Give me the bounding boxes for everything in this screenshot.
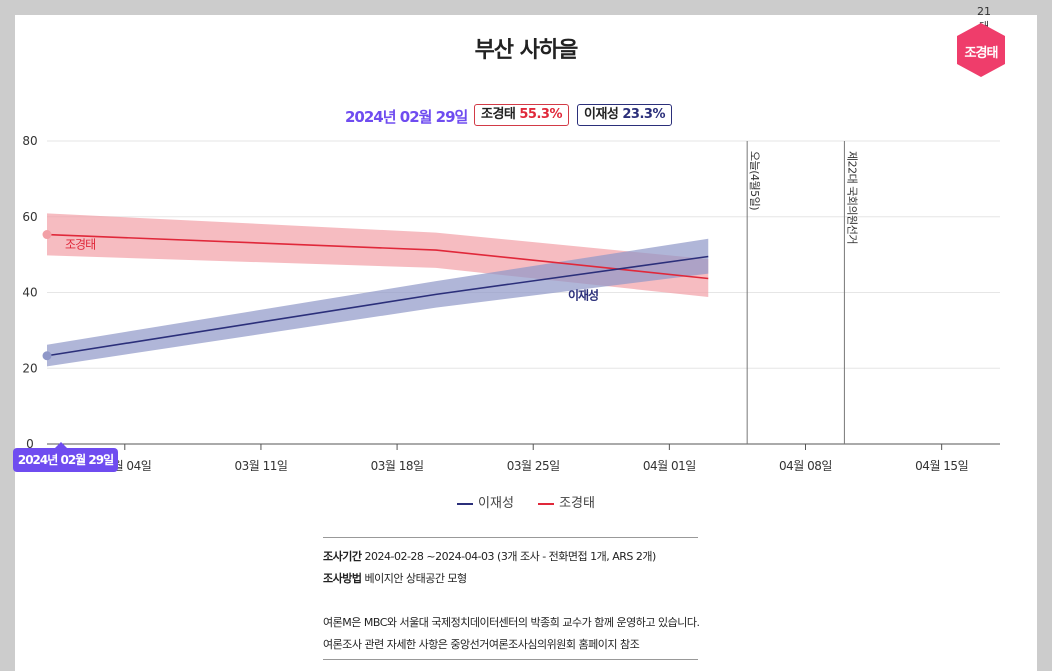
x-tick-label: 03월 11일 [234, 459, 287, 473]
legend-item-jo[interactable]: 조경태 [538, 492, 595, 511]
date-tooltip: 2024년 02월 29일 [13, 442, 118, 472]
x-tick-label: 04월 01일 [643, 459, 696, 473]
winner-badge-name: 조경태 [964, 46, 999, 61]
notes-bottom-divider [323, 659, 698, 660]
survey-method-label: 조사방법 [323, 572, 362, 585]
y-tick-label: 80 [22, 134, 37, 148]
survey-period-value: 2024-02-28 ~2024-04-03 (3개 조사 - 전화면접 1개,… [364, 550, 656, 563]
operator-note: 여론M은 MBC와 서울대 국제정치데이터센터의 박종희 교수가 함께 운영하고… [323, 616, 700, 629]
y-tick-label: 20 [22, 361, 37, 375]
y-tick-label: 0 [26, 437, 34, 451]
survey-method: 조사방법 베이지안 상태공간 모형 [323, 570, 467, 586]
x-tick-label: 04월 15일 [915, 459, 968, 473]
candidate-box-lee: 이재성 23.3% [577, 104, 672, 126]
candidate-pct: 23.3% [622, 107, 665, 122]
candidate-name: 조경태 [481, 107, 516, 122]
reference-note: 여론조사 관련 자세한 사항은 중앙선거여론조사심의위원회 홈페이지 참조 [323, 638, 640, 651]
legend-label: 이재성 [478, 496, 514, 511]
x-tick-label: 03월 25일 [507, 459, 560, 473]
survey-period-label: 조사기간 [323, 550, 362, 563]
winner-hexagon-icon [957, 23, 1005, 77]
series-point [42, 351, 52, 361]
series-label: 이재성 [568, 287, 598, 302]
candidate-pct: 55.3% [519, 107, 562, 122]
series-point [42, 230, 52, 240]
annotation-label: 제22대 국회의원선거 [845, 151, 858, 244]
annotation-label: 오늘(4월5일) [748, 151, 762, 210]
y-tick-label: 40 [22, 286, 37, 300]
x-tick-label: 03월 18일 [371, 459, 424, 473]
legend-label: 조경태 [559, 496, 595, 511]
selected-date: 2024년 02월 29일 [345, 108, 468, 126]
confidence-band [47, 238, 709, 367]
y-tick-label: 60 [22, 210, 37, 224]
legend-line-icon [457, 502, 474, 505]
page-title: 부산 사하을 [474, 38, 579, 63]
chart-legend: 이재성 조경태 [0, 492, 1052, 511]
survey-method-value: 베이지안 상태공간 모형 [364, 572, 467, 585]
survey-period: 조사기간 2024-02-28 ~2024-04-03 (3개 조사 - 전화면… [323, 548, 656, 564]
candidate-name: 이재성 [584, 107, 619, 122]
series-line [46, 255, 709, 357]
series-label: 조경태 [65, 238, 95, 252]
legend-item-lee[interactable]: 이재성 [457, 492, 514, 511]
survey-notes: 조사기간 2024-02-28 ~2024-04-03 (3개 조사 - 전화면… [323, 537, 700, 651]
legend-line-icon [538, 502, 555, 505]
candidate-box-jo: 조경태 55.3% [474, 104, 569, 126]
x-tick-label: 04월 08일 [779, 459, 832, 473]
